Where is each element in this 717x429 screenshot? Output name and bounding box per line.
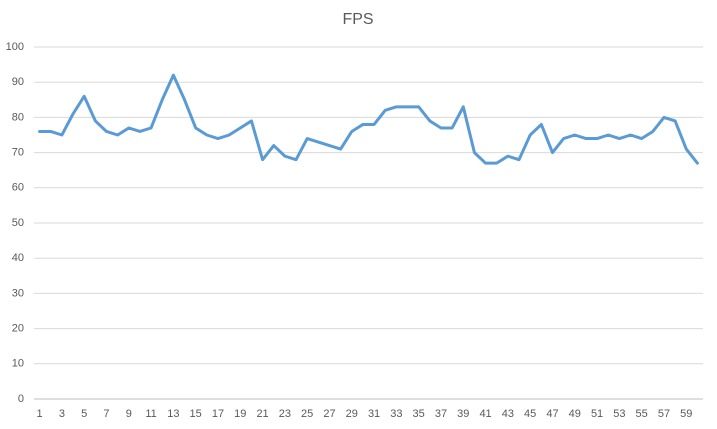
x-tick-label: 29 [346, 408, 358, 420]
x-tick-label: 43 [502, 408, 514, 420]
x-tick-label: 27 [323, 408, 335, 420]
x-tick-label: 57 [658, 408, 670, 420]
x-tick-label: 25 [301, 408, 313, 420]
x-tick-label: 23 [279, 408, 291, 420]
x-tick-label: 47 [546, 408, 558, 420]
x-tick-label: 15 [190, 408, 202, 420]
x-tick-label: 53 [613, 408, 625, 420]
x-tick-label: 19 [234, 408, 246, 420]
x-tick-label: 31 [368, 408, 380, 420]
x-tick-label: 5 [81, 408, 87, 420]
y-tick-label: 10 [12, 358, 24, 370]
y-tick-label: 100 [6, 41, 24, 53]
x-tick-label: 1 [37, 408, 43, 420]
x-tick-label: 45 [524, 408, 536, 420]
x-tick-label: 9 [126, 408, 132, 420]
y-tick-label: 40 [12, 252, 24, 264]
y-tick-label: 20 [12, 323, 24, 335]
x-tick-label: 37 [435, 408, 447, 420]
x-tick-label: 21 [256, 408, 268, 420]
y-tick-label: 70 [12, 147, 24, 159]
y-tick-label: 90 [12, 76, 24, 88]
y-tick-label: 50 [12, 217, 24, 229]
x-tick-label: 17 [212, 408, 224, 420]
x-tick-label: 35 [413, 408, 425, 420]
y-tick-label: 0 [18, 393, 24, 405]
y-tick-label: 80 [12, 111, 24, 123]
x-tick-label: 55 [636, 408, 648, 420]
x-tick-label: 59 [680, 408, 692, 420]
x-tick-label: 39 [457, 408, 469, 420]
x-tick-label: 49 [569, 408, 581, 420]
x-tick-label: 3 [59, 408, 65, 420]
x-tick-label: 41 [479, 408, 491, 420]
data-line [38, 73, 699, 165]
y-tick-label: 30 [12, 287, 24, 299]
x-tick-label: 7 [103, 408, 109, 420]
x-tick-label: 11 [145, 408, 156, 420]
chart-title: FPS [342, 11, 373, 28]
x-tick-label: 51 [591, 408, 603, 420]
x-tick-label: 33 [390, 408, 402, 420]
y-tick-label: 60 [12, 182, 24, 194]
x-tick-label: 13 [167, 408, 179, 420]
